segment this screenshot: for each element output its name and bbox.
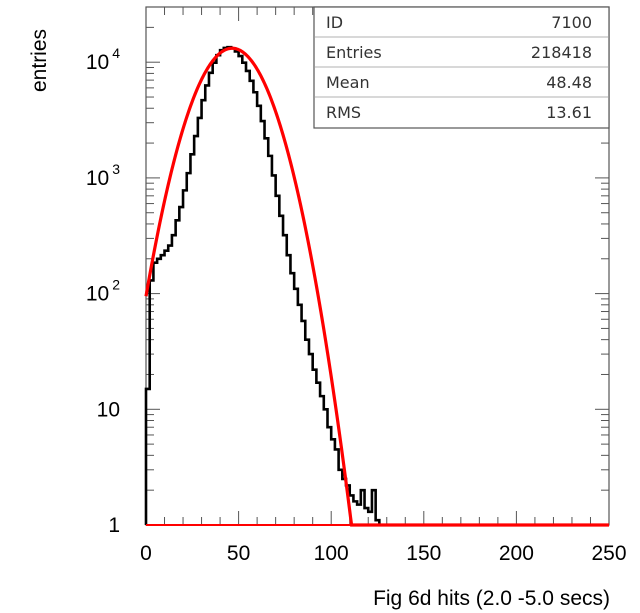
x-axis-title: Fig 6d hits (2.0 -5.0 secs) [373, 587, 610, 610]
stat-label-mean: Mean [326, 73, 370, 92]
y-tick-label: 10 [97, 398, 120, 421]
stat-value-rms: 13.61 [546, 103, 592, 122]
stat-value-id: 7100 [551, 13, 592, 32]
stat-label-entries: Entries [326, 43, 382, 62]
y-axis-title: entries [28, 29, 51, 92]
stat-value-entries: 218418 [531, 43, 592, 62]
y-tick-label: 1 [108, 514, 120, 537]
y-tick-base: 1 [108, 514, 120, 537]
y-tick-exponent: 4 [112, 45, 120, 61]
x-tick-label: 250 [591, 542, 626, 565]
stat-label-id: ID [326, 13, 343, 32]
stat-label-rms: RMS [326, 103, 361, 122]
y-tick-base: 10 [86, 51, 109, 74]
y-tick-label: 10 2 [86, 277, 120, 306]
x-tick-label: 50 [227, 542, 250, 565]
y-tick-label: 10 4 [86, 45, 120, 74]
y-tick-base: 10 [97, 398, 120, 421]
y-tick-exponent: 2 [112, 277, 120, 293]
y-tick-label: 10 3 [86, 161, 120, 190]
x-tick-label: 100 [314, 542, 349, 565]
stat-value-mean: 48.48 [546, 73, 592, 92]
y-tick-exponent: 3 [112, 161, 120, 177]
stats-box: ID 7100 Entries 218418 Mean 48.48 RMS 13… [313, 6, 610, 129]
y-tick-base: 10 [86, 167, 109, 190]
x-tick-label: 0 [140, 542, 152, 565]
y-tick-base: 10 [86, 283, 109, 306]
x-tick-label: 150 [406, 542, 441, 565]
histogram-series [144, 45, 381, 525]
x-tick-label: 200 [499, 542, 534, 565]
x-tick-labels: 0 50 100 150 200 250 [140, 542, 626, 565]
